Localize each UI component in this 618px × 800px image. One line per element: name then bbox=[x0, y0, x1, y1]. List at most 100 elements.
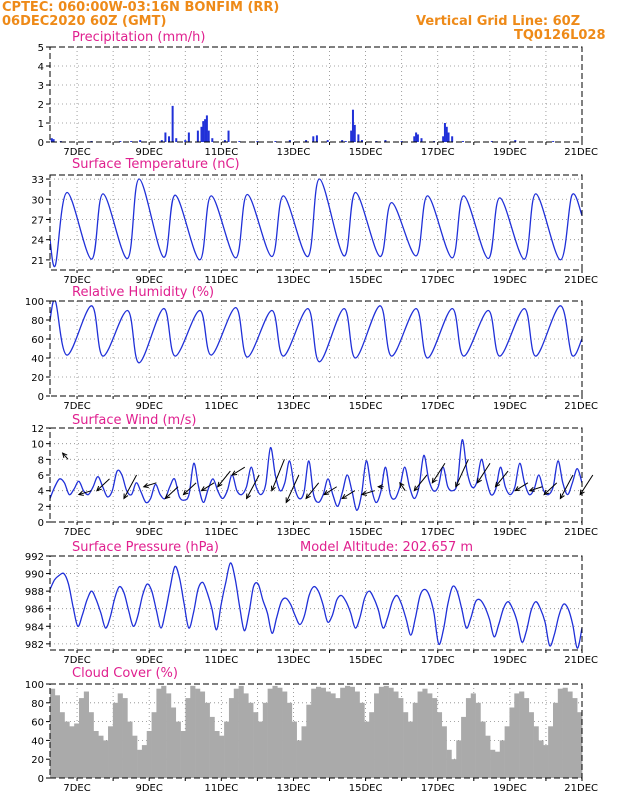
cloud-bar bbox=[98, 735, 104, 778]
y-tick-label: 100 bbox=[25, 297, 44, 308]
cloud-bar bbox=[83, 691, 89, 778]
cloud-bar bbox=[485, 735, 491, 778]
wind-arrow-head bbox=[323, 490, 330, 496]
panel-title: Surface Pressure (hPa) bbox=[72, 540, 219, 555]
panel-frame bbox=[49, 300, 583, 397]
x-tick-label: 21DEC bbox=[564, 655, 598, 666]
precip-bar bbox=[384, 140, 387, 142]
precip-bar bbox=[344, 141, 347, 142]
precip-bar bbox=[164, 132, 167, 142]
precip-bar bbox=[256, 141, 259, 142]
cloud-bar bbox=[345, 685, 351, 778]
x-tick-label: 7DEC bbox=[63, 401, 90, 412]
precip-bar bbox=[353, 124, 356, 142]
y-tick-label: 40 bbox=[31, 736, 44, 747]
panel-title: Cloud Cover (%) bbox=[72, 666, 178, 681]
cloud-bar bbox=[112, 702, 119, 778]
y-tick-label: 21 bbox=[31, 256, 44, 267]
header-grid-line: Vertical Grid Line: 60Z bbox=[416, 14, 581, 29]
x-tick-label: 15DEC bbox=[349, 527, 383, 538]
series-line bbox=[50, 439, 582, 511]
plot-area bbox=[50, 301, 582, 396]
cloud-bar bbox=[335, 698, 341, 778]
cloud-bar bbox=[228, 698, 235, 778]
panel-3: 0 2 4 6 8 10 12 7DEC 9DEC 11DEC 13DEC 15DEC 17DEC 19D… bbox=[31, 413, 598, 538]
cloud-bar bbox=[398, 698, 404, 778]
cloud-bar bbox=[195, 688, 201, 778]
precip-bar bbox=[175, 138, 178, 142]
precip-bar bbox=[357, 134, 360, 142]
precip-bar bbox=[416, 134, 419, 142]
cloud-bar bbox=[393, 691, 399, 778]
wind-arrow-head bbox=[579, 489, 585, 496]
cloud-bar bbox=[340, 687, 346, 778]
y-tick-label: 10 bbox=[31, 440, 44, 451]
y-tick-label: 1 bbox=[38, 119, 44, 130]
cloud-bar bbox=[151, 712, 157, 778]
wind-arrow-head bbox=[216, 481, 223, 488]
x-tick-label: 19DEC bbox=[493, 783, 527, 794]
cloud-bar bbox=[441, 726, 447, 778]
x-tick-label: 17DEC bbox=[421, 401, 455, 412]
cloud-bar bbox=[533, 726, 539, 778]
cloud-bar bbox=[499, 740, 505, 778]
x-tick-label: 7DEC bbox=[63, 275, 90, 286]
cloud-bar bbox=[175, 721, 181, 778]
model-altitude: Model Altitude: 202.657 m bbox=[300, 540, 473, 555]
y-tick-label: 24 bbox=[31, 236, 44, 247]
wind-arrow bbox=[123, 474, 138, 499]
y-tick-label: 27 bbox=[31, 215, 44, 226]
header-model-code: TQ0126L028 bbox=[514, 28, 606, 43]
y-tick-label: 0 bbox=[38, 392, 44, 403]
precip-bar bbox=[451, 136, 454, 142]
wind-arrow bbox=[431, 462, 446, 484]
cloud-bar bbox=[514, 693, 520, 778]
x-tick-label: 13DEC bbox=[277, 401, 311, 412]
panel-5: 0 20 40 60 80 100 7DEC 9DEC 11DEC 13DEC 15DEC 17DEC… bbox=[25, 666, 598, 794]
wind-arrow-head bbox=[61, 452, 68, 459]
x-tick-label: 11DEC bbox=[204, 655, 238, 666]
cloud-bar bbox=[214, 731, 220, 778]
wind-arrow-head bbox=[182, 489, 189, 496]
cloud-bar bbox=[470, 693, 476, 778]
cloud-bar bbox=[108, 726, 114, 778]
wind-arrow-head bbox=[96, 485, 102, 492]
panel-title: Surface Wind (m/s) bbox=[72, 413, 196, 428]
cloud-bar bbox=[286, 702, 293, 778]
cloud-bar bbox=[490, 749, 496, 778]
cloud-bar bbox=[548, 726, 554, 778]
cloud-bar bbox=[272, 685, 278, 778]
precip-bar bbox=[184, 140, 187, 142]
cloud-bar bbox=[301, 726, 307, 778]
x-tick-label: 15DEC bbox=[349, 783, 383, 794]
cloud-bar bbox=[180, 731, 186, 778]
x-tick-label: 19DEC bbox=[493, 275, 527, 286]
y-tick-label: 80 bbox=[31, 699, 44, 710]
y-tick-label: 60 bbox=[31, 718, 44, 729]
cloud-bar bbox=[248, 702, 254, 778]
panel-4: 982 984 986 988 990 992 7DEC 9DEC 11DEC 13DEC 15DE… bbox=[25, 540, 598, 666]
precip-bar bbox=[50, 138, 53, 142]
x-tick-label: 9DEC bbox=[135, 655, 162, 666]
grid bbox=[50, 47, 582, 142]
wind-arrow bbox=[271, 459, 285, 491]
y-tick-label: 988 bbox=[25, 587, 44, 598]
cloud-bar bbox=[257, 721, 264, 778]
cloud-bar bbox=[436, 712, 443, 778]
wind-arrow-head bbox=[164, 493, 171, 500]
cloud-bar bbox=[311, 688, 317, 778]
precip-bar bbox=[171, 105, 174, 142]
series-line bbox=[50, 178, 582, 268]
grid bbox=[50, 556, 582, 650]
wind-arrow-head bbox=[77, 490, 84, 496]
cloud-bar bbox=[238, 685, 244, 778]
cloud-bar bbox=[291, 721, 297, 778]
x-tick-label: 9DEC bbox=[135, 147, 162, 158]
cloud-bar bbox=[422, 688, 428, 778]
precip-bar bbox=[187, 132, 190, 142]
cloud-bar bbox=[446, 749, 452, 778]
x-tick-label: 7DEC bbox=[63, 147, 90, 158]
x-tick-label: 15DEC bbox=[349, 275, 383, 286]
precip-bar bbox=[461, 141, 464, 142]
series-line bbox=[50, 301, 582, 364]
